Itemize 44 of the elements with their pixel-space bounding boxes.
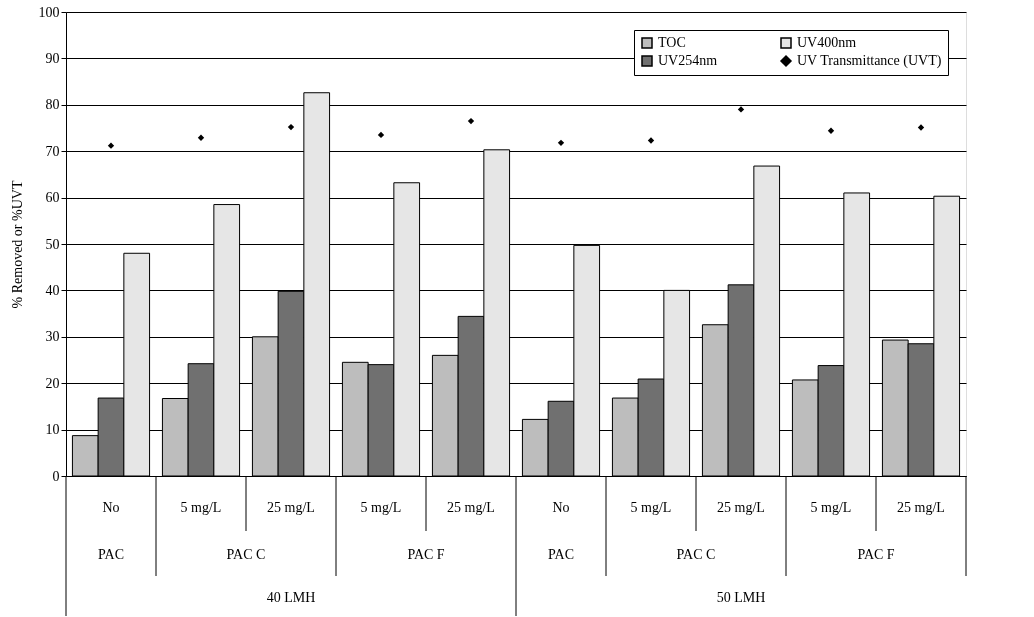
text: 40 LMH xyxy=(266,590,316,605)
y-tick-label: 80 xyxy=(45,97,60,113)
point xyxy=(647,137,655,144)
y-tick-label: 10 xyxy=(45,422,60,438)
text: PAC C xyxy=(676,547,716,562)
y-axis-title: % Removed or %UVT xyxy=(9,180,25,309)
point xyxy=(917,124,925,131)
x-tick-label: 25 mg/L xyxy=(897,499,945,515)
x-tick-label: No xyxy=(552,499,570,515)
text: PAC F xyxy=(857,547,895,562)
point xyxy=(107,142,115,149)
y-tick-label: 90 xyxy=(45,50,60,66)
y-tick-label: 30 xyxy=(45,329,60,345)
point xyxy=(467,117,475,125)
x-tick-label: 5 mg/L xyxy=(180,499,222,515)
point xyxy=(197,134,205,141)
y-tick-label: 40 xyxy=(45,282,60,298)
legend-label: UV Transmittance (UVT) xyxy=(797,53,942,69)
y-tick-label: 50 xyxy=(45,236,60,252)
point xyxy=(557,139,565,147)
x-tick-label: 5 mg/L xyxy=(360,499,402,515)
y-tick-label: 20 xyxy=(45,375,60,391)
text: PAC C xyxy=(226,547,266,562)
y-tick-label: 70 xyxy=(45,143,60,159)
y-tick-label: 100 xyxy=(38,4,60,20)
x-tick-label: 5 mg/L xyxy=(810,499,852,515)
text: 50 LMH xyxy=(716,590,766,605)
legend-label: UV400nm xyxy=(797,35,857,50)
y-tick-label: 0 xyxy=(52,468,60,484)
y-tick-label: 60 xyxy=(45,190,60,206)
x-tick-label: 25 mg/L xyxy=(717,499,765,515)
text: PAC xyxy=(98,547,124,562)
x-tick-label: 5 mg/L xyxy=(630,499,672,515)
legend-label: UV254nm xyxy=(658,53,718,68)
point xyxy=(287,123,295,131)
x-tick-label: 25 mg/L xyxy=(447,499,495,515)
point xyxy=(377,131,385,139)
x-tick-label: No xyxy=(102,499,120,515)
legend-label: TOC xyxy=(658,35,686,50)
text: PAC F xyxy=(407,547,445,562)
point xyxy=(827,127,835,134)
x-tick-label: 25 mg/L xyxy=(267,499,315,515)
text: PAC xyxy=(548,547,574,562)
point xyxy=(737,106,745,113)
